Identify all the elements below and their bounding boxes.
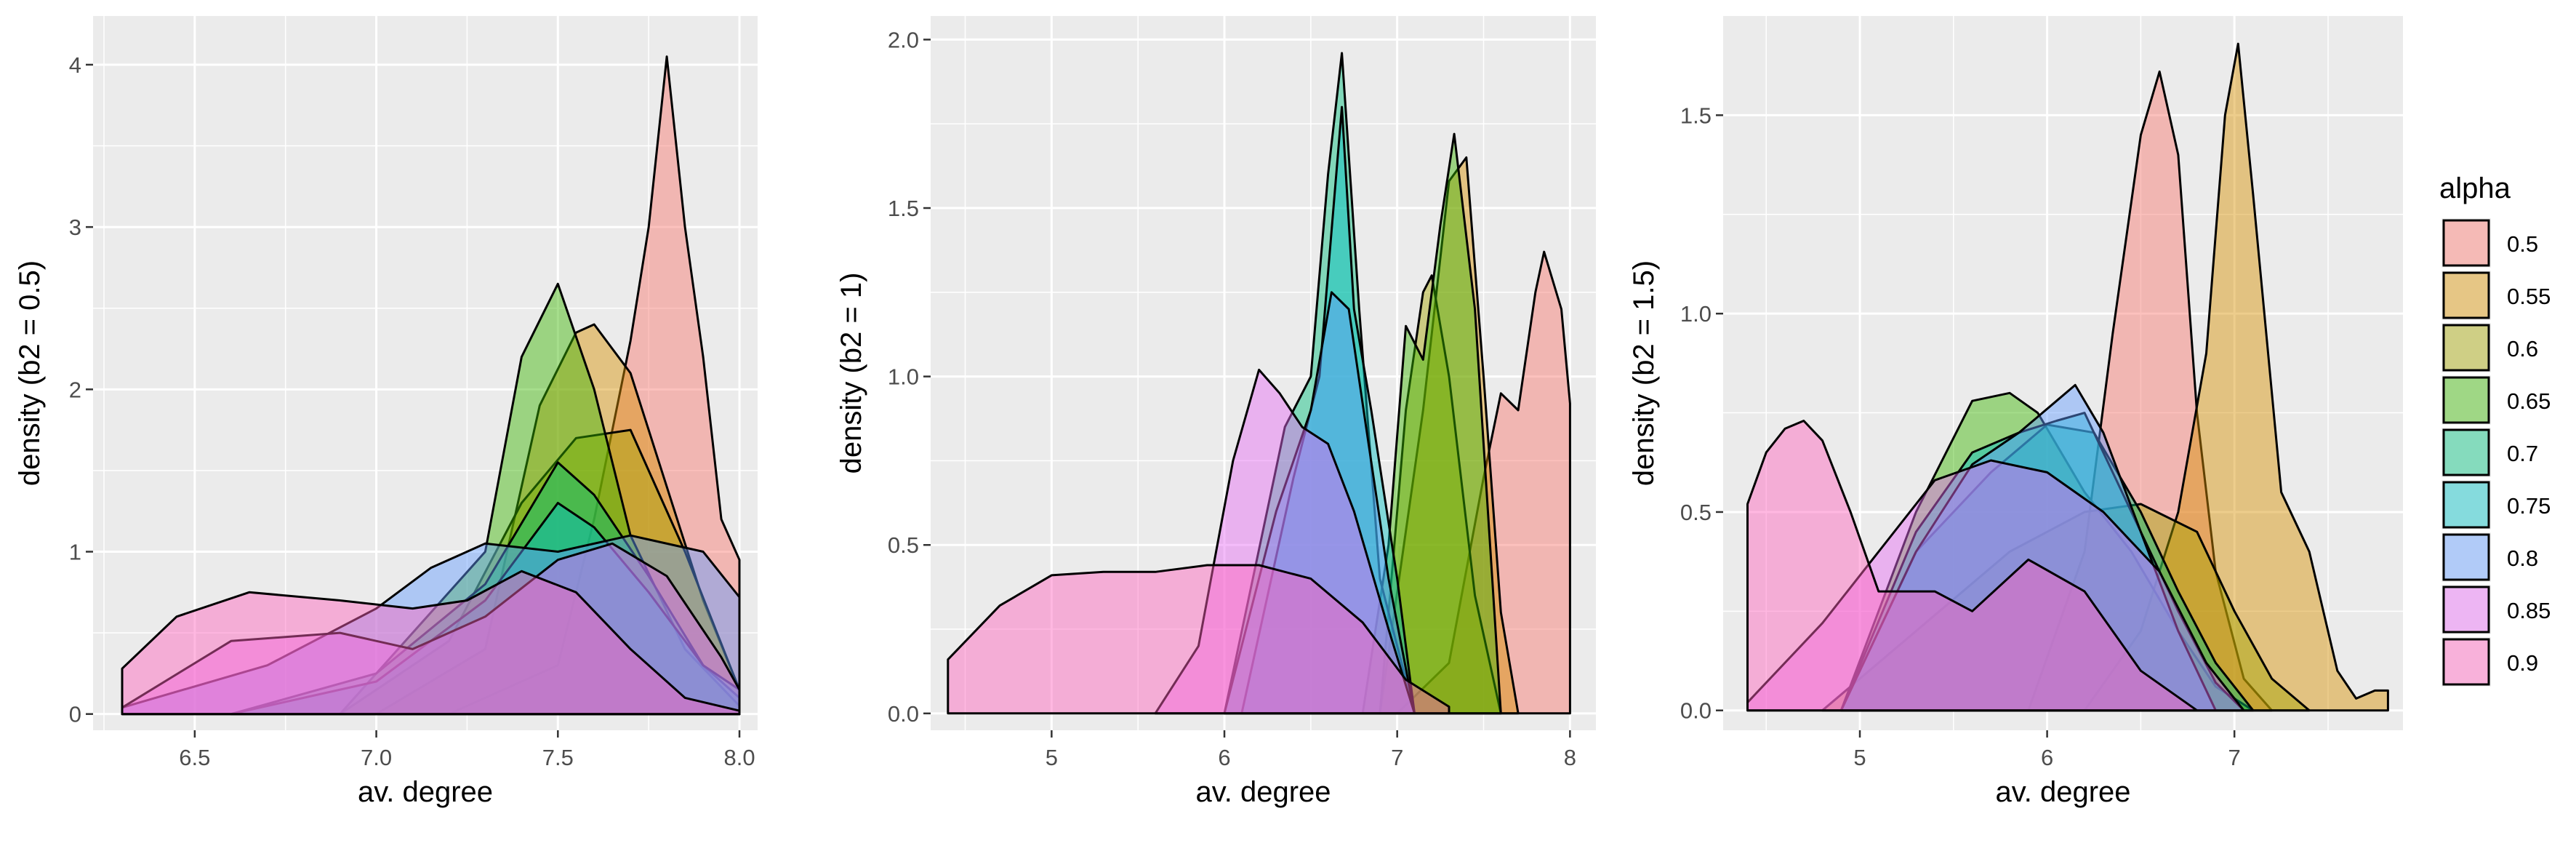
- legend-key-bg: [2441, 637, 2491, 687]
- legend-label: 0.5: [2507, 231, 2538, 257]
- x-tick-label: 5: [1853, 745, 1866, 770]
- density-area-alpha-0-85: [1154, 368, 1416, 715]
- x-axis-title: av. degree: [358, 776, 493, 808]
- x-tick-label: 7.0: [361, 745, 392, 770]
- legend-swatch-0-65: [2442, 376, 2490, 424]
- y-tick-label: 1: [69, 540, 81, 565]
- plot-background: [93, 16, 758, 730]
- chart-panel-3: 5 6 7 0.0 0.5 1.0 1.5 av. degree density (b2 = 1…: [1628, 16, 2403, 808]
- y-tick-label: 0: [69, 702, 81, 727]
- density-area-alpha-0-75: [1839, 412, 2245, 712]
- density-area-alpha-0-8: [121, 534, 741, 716]
- legend-swatch-0-7: [2442, 428, 2490, 476]
- density-area-alpha-0-5: [1396, 250, 1571, 715]
- x-tick-label: 5: [1046, 745, 1058, 770]
- x-axis-title: av. degree: [1195, 776, 1331, 808]
- chart-panel-1: 6.5 7.0 7.5 8.0 0 1 2 3 4 av. degree density (b2 =…: [14, 16, 758, 808]
- legend-swatch-0-8: [2442, 533, 2490, 581]
- y-tick-label: 1.0: [888, 364, 919, 390]
- y-tick-label: 0.0: [1680, 698, 1712, 724]
- y-tick-label: 0.0: [888, 701, 919, 727]
- legend-swatch-0-75: [2442, 481, 2490, 529]
- legend-key-bg: [2441, 271, 2491, 320]
- legend-key-bg: [2441, 480, 2491, 530]
- y-axis-title: density (b2 = 1.5): [1628, 260, 1660, 486]
- x-tick-label: 8.0: [723, 745, 755, 770]
- legend-label: 0.65: [2507, 388, 2551, 414]
- y-tick-label: 4: [69, 52, 81, 78]
- density-area-alpha-0-55: [2083, 42, 2389, 712]
- x-tick-label: 7.5: [542, 745, 574, 770]
- legend-label: 0.8: [2507, 546, 2538, 571]
- density-area-alpha-0-55: [1379, 156, 1520, 715]
- x-tick-label: 8: [1564, 745, 1576, 770]
- density-area-alpha-0-6: [1379, 274, 1502, 715]
- y-tick-label: 1.0: [1680, 301, 1712, 327]
- x-axis-title: av. degree: [1995, 776, 2130, 808]
- legend-title: alpha: [2439, 172, 2511, 204]
- density-area-alpha-0-9: [1746, 420, 2199, 712]
- y-tick-label: 1.5: [1680, 103, 1712, 128]
- x-tick-label: 7: [1391, 745, 1403, 770]
- legend-swatch-0-5: [2442, 219, 2490, 267]
- y-axis-title: density (b2 = 1): [835, 273, 867, 474]
- density-area-alpha-0-85: [1746, 459, 2245, 712]
- x-tick-label: 6.5: [179, 745, 210, 770]
- legend-label: 0.6: [2507, 336, 2538, 361]
- legend: alpha 0.5 0.55 0.6 0.65 0.7 0.75 0.8 0.85 0.9: [2439, 172, 2551, 687]
- density-area-alpha-0-85: [121, 542, 741, 716]
- y-tick-label: 1.5: [888, 196, 919, 221]
- density-area-alpha-0-6: [1821, 503, 2311, 712]
- legend-label: 0.9: [2507, 650, 2538, 676]
- x-tick-label: 7: [2228, 745, 2241, 770]
- legend-label: 0.7: [2507, 441, 2538, 466]
- legend-key-bg: [2441, 218, 2491, 268]
- legend-label: 0.85: [2507, 598, 2551, 623]
- y-tick-label: 2.0: [888, 27, 919, 52]
- legend-swatch-0-85: [2442, 586, 2490, 634]
- y-tick-label: 3: [69, 215, 81, 240]
- density-area-alpha-0-5: [448, 55, 741, 716]
- legend-swatch-0-55: [2442, 271, 2490, 319]
- y-tick-label: 0.5: [888, 532, 919, 558]
- legend-key-bg: [2441, 323, 2491, 372]
- legend-label: 0.55: [2507, 284, 2551, 309]
- legend-swatch-0-9: [2442, 638, 2490, 686]
- legend-key-bg: [2441, 428, 2491, 477]
- legend-key-bg: [2441, 375, 2491, 425]
- y-tick-label: 0.5: [1680, 500, 1712, 525]
- legend-swatch-0-6: [2442, 324, 2490, 372]
- legend-label: 0.75: [2507, 493, 2551, 519]
- legend-key-bg: [2441, 585, 2491, 634]
- y-axis-title: density (b2 = 0.5): [14, 260, 46, 486]
- chart-panel-2: 5 6 7 8 0.0 0.5 1.0 1.5 2.0 av. degree density (b2…: [835, 16, 1596, 808]
- density-area-alpha-0-65: [1361, 132, 1502, 715]
- density-area-alpha-0-9: [947, 564, 1450, 715]
- density-area-alpha-0-8: [1223, 291, 1416, 715]
- x-tick-label: 6: [2041, 745, 2053, 770]
- density-area-alpha-0-9: [121, 570, 741, 716]
- y-tick-label: 2: [69, 377, 81, 402]
- density-area-alpha-0-8: [1839, 383, 2217, 712]
- density-area-alpha-0-7: [1223, 52, 1416, 715]
- density-area-alpha-0-75: [1240, 105, 1416, 715]
- legend-key-bg: [2441, 532, 2491, 582]
- x-tick-label: 6: [1218, 745, 1230, 770]
- density-area-alpha-0-5: [2027, 70, 2274, 712]
